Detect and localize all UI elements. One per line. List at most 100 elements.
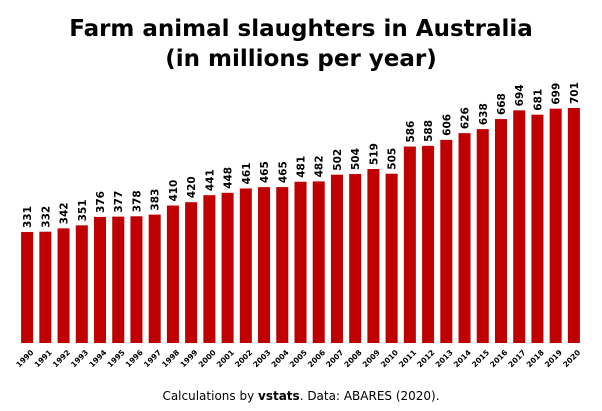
bar-2005 (294, 181, 307, 343)
x-tick-label-2007: 2007 (324, 348, 345, 369)
value-label-2010: 505 (387, 148, 399, 170)
value-label-2020: 701 (569, 82, 581, 104)
x-tick-label-1992: 1992 (51, 348, 72, 369)
value-label-2008: 504 (350, 148, 362, 170)
value-label-2002: 461 (241, 163, 253, 185)
bar-2001 (221, 192, 234, 343)
caption-suffix: . Data: ABARES (2020). (299, 389, 440, 403)
bar-1994 (94, 216, 107, 343)
x-tick-label-2006: 2006 (306, 348, 327, 369)
bar-2019 (549, 108, 562, 343)
value-label-2004: 465 (277, 161, 289, 183)
bar-2009 (367, 169, 380, 343)
x-tick-label-2005: 2005 (288, 348, 309, 369)
bars-group (21, 108, 580, 343)
x-tick-label-2009: 2009 (361, 348, 382, 369)
value-label-2016: 668 (496, 93, 508, 115)
value-label-2005: 481 (296, 156, 308, 178)
value-label-2015: 638 (478, 103, 490, 125)
bar-2020 (567, 108, 580, 343)
x-tick-label-2002: 2002 (233, 348, 254, 369)
value-label-1992: 342 (59, 202, 71, 224)
value-label-1990: 331 (22, 206, 34, 228)
x-tick-label-1990: 1990 (14, 348, 35, 369)
bar-2013 (440, 139, 453, 343)
x-tick-label-1995: 1995 (105, 348, 126, 369)
bar-1997 (148, 214, 161, 343)
x-tick-label-2001: 2001 (215, 348, 236, 369)
x-tick-label-2014: 2014 (452, 348, 473, 369)
x-tick-label-2008: 2008 (342, 348, 363, 369)
x-tick-label-1998: 1998 (160, 348, 181, 369)
value-label-2000: 441 (204, 169, 216, 191)
x-tick-labels-group: 1990199119921993199419951996199719981999… (14, 348, 582, 369)
bar-2012 (422, 145, 435, 343)
value-labels-group: 331 332 342 351 376 377 378 383 410 420 441 448 461 4… (22, 82, 581, 228)
chart-title: Farm animal slaughters in Australia (in … (0, 14, 602, 74)
value-label-1996: 378 (131, 190, 143, 212)
value-label-1997: 383 (150, 189, 162, 211)
x-tick-label-1997: 1997 (142, 348, 163, 369)
bar-1995 (112, 216, 125, 343)
value-label-1998: 410 (168, 180, 180, 202)
value-label-2006: 482 (314, 155, 326, 177)
bar-1998 (166, 205, 179, 343)
bar-1990 (21, 232, 34, 343)
value-label-1994: 376 (95, 191, 107, 213)
caption-prefix: Calculations by (162, 389, 258, 403)
x-tick-label-2017: 2017 (506, 348, 527, 369)
source-caption: Calculations by vstats. Data: ABARES (20… (0, 389, 602, 403)
bar-1993 (75, 225, 88, 343)
value-label-2014: 626 (460, 107, 472, 129)
x-tick-label-1993: 1993 (69, 348, 90, 369)
value-label-2003: 465 (259, 161, 271, 183)
chart-title-line1: Farm animal slaughters in Australia (69, 16, 533, 42)
value-label-2019: 699 (551, 83, 563, 105)
value-label-2018: 681 (532, 89, 544, 111)
x-tick-label-2015: 2015 (470, 348, 491, 369)
bar-2003 (258, 187, 271, 343)
value-label-2012: 588 (423, 120, 435, 142)
value-label-2007: 502 (332, 149, 344, 171)
chart-title-line2: (in millions per year) (165, 46, 437, 72)
value-label-2001: 448 (223, 167, 235, 189)
value-label-2013: 606 (441, 114, 453, 136)
bar-2000 (203, 195, 216, 343)
x-tick-label-2018: 2018 (525, 348, 546, 369)
bar-2018 (531, 114, 544, 343)
x-tick-label-1996: 1996 (124, 348, 145, 369)
x-tick-label-1991: 1991 (33, 348, 54, 369)
value-label-2009: 519 (368, 143, 380, 165)
bar-1999 (185, 202, 198, 343)
bar-2010 (385, 173, 398, 343)
bar-2006 (312, 181, 325, 343)
x-tick-label-2016: 2016 (488, 348, 509, 369)
bar-2014 (458, 133, 471, 343)
bar-2007 (330, 174, 343, 343)
caption-brand: vstats (258, 389, 300, 403)
x-tick-label-2004: 2004 (270, 348, 291, 369)
value-label-1999: 420 (186, 176, 198, 198)
x-tick-label-2003: 2003 (251, 348, 272, 369)
x-tick-label-2019: 2019 (543, 348, 564, 369)
value-label-2011: 586 (405, 121, 417, 143)
value-label-1995: 377 (113, 191, 125, 213)
bar-2017 (513, 110, 526, 343)
x-tick-label-2011: 2011 (397, 348, 418, 369)
x-tick-label-2012: 2012 (415, 348, 436, 369)
bar-2008 (349, 174, 362, 343)
bar-2016 (494, 119, 507, 343)
x-tick-label-2020: 2020 (561, 348, 582, 369)
bar-1992 (57, 228, 70, 343)
x-tick-label-1999: 1999 (178, 348, 199, 369)
value-label-1993: 351 (77, 199, 89, 221)
bar-1991 (39, 231, 52, 343)
bar-2015 (476, 129, 489, 343)
value-label-2017: 694 (514, 84, 526, 106)
bar-2011 (403, 146, 416, 343)
bar-2004 (276, 187, 289, 343)
x-tick-label-2000: 2000 (197, 348, 218, 369)
bar-1996 (130, 216, 143, 343)
value-label-1991: 332 (40, 206, 52, 228)
